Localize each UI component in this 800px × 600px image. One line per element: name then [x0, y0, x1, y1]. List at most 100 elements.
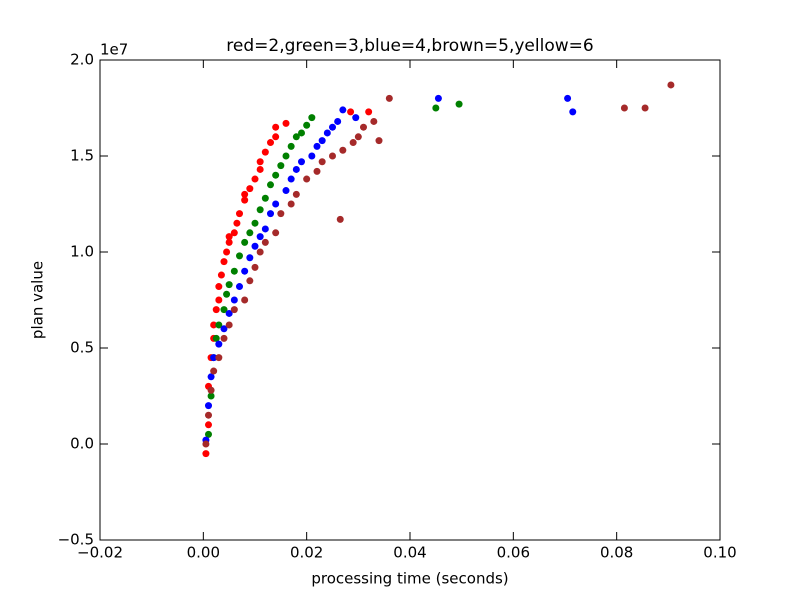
scatter-point	[215, 296, 223, 304]
scatter-point	[212, 334, 220, 342]
scatter-point	[267, 139, 274, 147]
scatter-point	[303, 175, 311, 183]
scatter-point	[256, 233, 264, 241]
scatter-point	[352, 114, 360, 122]
scatter-point	[272, 229, 280, 237]
scatter-point	[210, 354, 218, 362]
scatter-point	[261, 194, 269, 202]
scatter-point	[246, 254, 254, 262]
y-tick-label: 1.5	[70, 147, 94, 165]
scatter-point	[308, 152, 316, 160]
scatter-point	[241, 296, 249, 304]
scatter-point	[205, 402, 212, 410]
scatter-point	[256, 158, 264, 166]
plot-frame	[99, 59, 721, 541]
scatter-point	[455, 100, 463, 108]
scatter-point	[272, 123, 280, 131]
scatter-point	[360, 123, 367, 131]
scatter-point	[434, 94, 442, 102]
scatter-point	[292, 190, 300, 198]
scatter-point	[230, 229, 238, 237]
scatter-point	[241, 238, 249, 246]
scatter-point	[564, 94, 572, 102]
scatter-point	[220, 258, 228, 266]
scatter-point	[217, 271, 225, 279]
scatter-point	[212, 306, 220, 314]
scatter-point	[569, 108, 577, 116]
scatter-point	[318, 158, 326, 166]
scatter-point	[225, 321, 233, 329]
scatter-point	[354, 133, 362, 141]
scatter-point	[241, 196, 249, 204]
scatter-point	[246, 229, 254, 237]
scatter-point	[282, 119, 290, 127]
scatter-point	[230, 306, 238, 314]
scatter-point	[210, 367, 218, 375]
scatter-point	[220, 334, 228, 342]
scatter-point	[277, 210, 285, 218]
scatter-point	[241, 267, 249, 275]
scatter-point	[246, 185, 254, 193]
scatter-point	[230, 296, 238, 304]
scatter-point	[207, 386, 215, 394]
y-tick-label: 0.0	[70, 435, 94, 453]
scatter-point	[202, 450, 210, 458]
scatter-point	[308, 114, 316, 122]
scatter-point	[215, 340, 223, 348]
scatter-point	[246, 277, 254, 285]
scatter-point	[230, 267, 238, 275]
scatter-point	[267, 210, 274, 218]
chart-title: red=2,green=3,blue=4,brown=5,yellow=6	[226, 36, 593, 56]
scatter-point	[370, 117, 378, 125]
scatter-point	[432, 104, 440, 112]
scatter-point	[225, 238, 233, 246]
scatter-point	[336, 215, 344, 223]
y-axis-label: plan value	[29, 261, 47, 339]
scatter-point	[313, 142, 321, 150]
scatter-point	[223, 290, 231, 298]
scatter-point	[241, 190, 249, 198]
x-axis-label: processing time (seconds)	[311, 570, 508, 588]
scatter-point	[251, 242, 259, 250]
scatter-point	[261, 148, 269, 156]
scatter-point	[323, 129, 331, 137]
scatter-point	[334, 117, 342, 125]
scatter-point	[267, 181, 274, 189]
scatter-point	[256, 248, 264, 256]
y-offset-label: 1e7	[100, 41, 128, 59]
scatter-point	[261, 225, 269, 233]
scatter-point	[261, 238, 269, 246]
x-tick-label: 0.06	[497, 544, 530, 562]
scatter-point	[318, 137, 326, 145]
scatter-point	[365, 108, 373, 116]
scatter-point	[339, 106, 347, 114]
scatter-point	[225, 233, 233, 241]
scatter-point	[251, 219, 259, 227]
scatter-point	[215, 354, 223, 362]
y-tick-label: 2.0	[70, 51, 94, 69]
scatter-point	[223, 248, 231, 256]
scatter-point	[251, 263, 259, 271]
scatter-point	[272, 200, 280, 208]
x-tick-label: 0.10	[703, 544, 736, 562]
scatter-point	[298, 129, 305, 137]
x-tick-label: 0.04	[393, 544, 426, 562]
scatter-point	[375, 137, 383, 145]
scatter-point	[256, 206, 264, 214]
scatter-point	[620, 104, 628, 112]
scatter-point	[215, 283, 223, 291]
scatter-point	[225, 309, 233, 317]
scatter-point	[329, 152, 336, 160]
scatter-point	[256, 165, 264, 173]
scatter-point	[329, 123, 336, 131]
scatter-point	[207, 392, 215, 400]
scatter-point	[282, 187, 290, 195]
y-tick-label: −0.5	[58, 531, 94, 549]
scatter-point	[277, 162, 285, 170]
scatter-point	[205, 421, 212, 429]
scatter-point	[251, 175, 259, 183]
y-tick-label: 0.5	[70, 339, 94, 357]
scatter-point	[303, 121, 311, 129]
scatter-point	[282, 152, 290, 160]
scatter-point	[641, 104, 649, 112]
